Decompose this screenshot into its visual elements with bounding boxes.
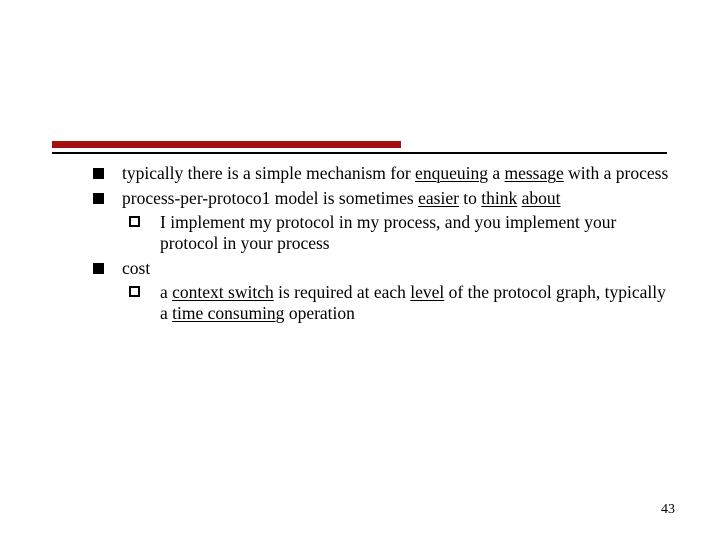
body-content: typically there is a simple mechanism fo… (86, 163, 676, 328)
list-item: cost a context switch is required at eac… (86, 258, 676, 324)
list-subitem-text: I implement my protocol in my process, a… (160, 212, 616, 253)
page-number: 43 (661, 502, 675, 518)
hollow-square-bullet-icon (129, 216, 140, 227)
list-item-text: process-per-protoco1 model is sometimes … (122, 188, 561, 208)
list-item-text: typically there is a simple mechanism fo… (122, 163, 668, 183)
title-rule-thick (52, 141, 401, 148)
list-subitem-text: a context switch is required at each lev… (160, 282, 666, 323)
list-item: process-per-protoco1 model is sometimes … (86, 188, 676, 254)
title-rule-thin (52, 152, 667, 154)
list-item-text: cost (122, 258, 150, 278)
slide: typically there is a simple mechanism fo… (0, 0, 720, 540)
list-subitem: a context switch is required at each lev… (122, 282, 676, 325)
square-bullet-icon (93, 168, 104, 179)
square-bullet-icon (93, 263, 104, 274)
list-subitem: I implement my protocol in my process, a… (122, 212, 676, 255)
hollow-square-bullet-icon (129, 286, 140, 297)
list-item: typically there is a simple mechanism fo… (86, 163, 676, 184)
square-bullet-icon (93, 193, 104, 204)
